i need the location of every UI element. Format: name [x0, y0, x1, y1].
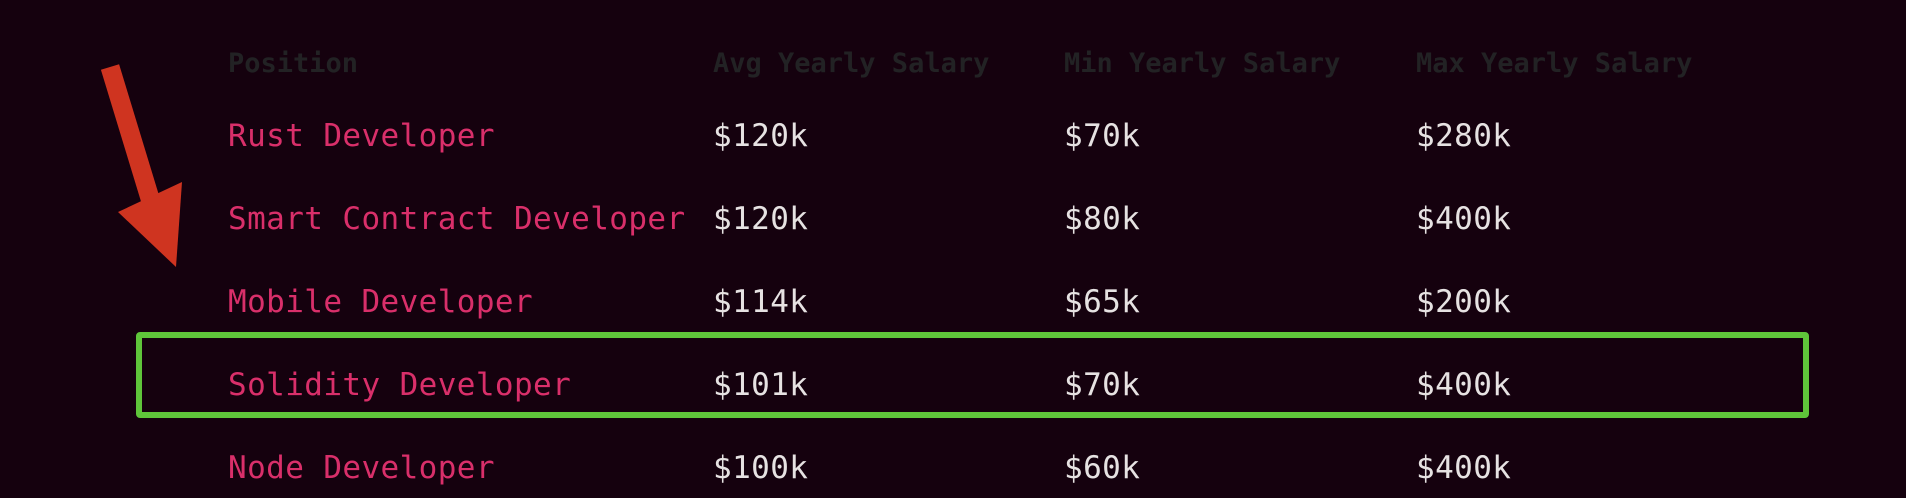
avg-salary-cell: $114k: [713, 284, 809, 320]
avg-salary-cell: $100k: [713, 450, 809, 486]
header-avg-salary: Avg Yearly Salary: [713, 48, 990, 79]
avg-salary-cell: $120k: [713, 201, 809, 237]
header-min-salary: Min Yearly Salary: [1064, 48, 1341, 79]
min-salary-cell: $65k: [1064, 284, 1141, 320]
highlighted-row-frame: [136, 332, 1809, 418]
max-salary-cell: $400k: [1416, 201, 1512, 237]
max-salary-cell: $400k: [1416, 367, 1512, 403]
min-salary-cell: $60k: [1064, 450, 1141, 486]
position-cell: Node Developer: [228, 450, 495, 486]
avg-salary-cell: $101k: [713, 367, 809, 403]
header-max-salary: Max Yearly Salary: [1416, 48, 1693, 79]
max-salary-cell: $400k: [1416, 450, 1512, 486]
header-position: Position: [228, 48, 359, 79]
min-salary-cell: $70k: [1064, 367, 1141, 403]
position-cell: Smart Contract Developer: [228, 201, 686, 237]
position-cell: Mobile Developer: [228, 284, 534, 320]
max-salary-cell: $280k: [1416, 118, 1512, 154]
position-cell: Solidity Developer: [228, 367, 572, 403]
min-salary-cell: $70k: [1064, 118, 1141, 154]
arrow-down-right-icon: [100, 64, 182, 267]
avg-salary-cell: $120k: [713, 118, 809, 154]
position-cell: Rust Developer: [228, 118, 495, 154]
max-salary-cell: $200k: [1416, 284, 1512, 320]
min-salary-cell: $80k: [1064, 201, 1141, 237]
